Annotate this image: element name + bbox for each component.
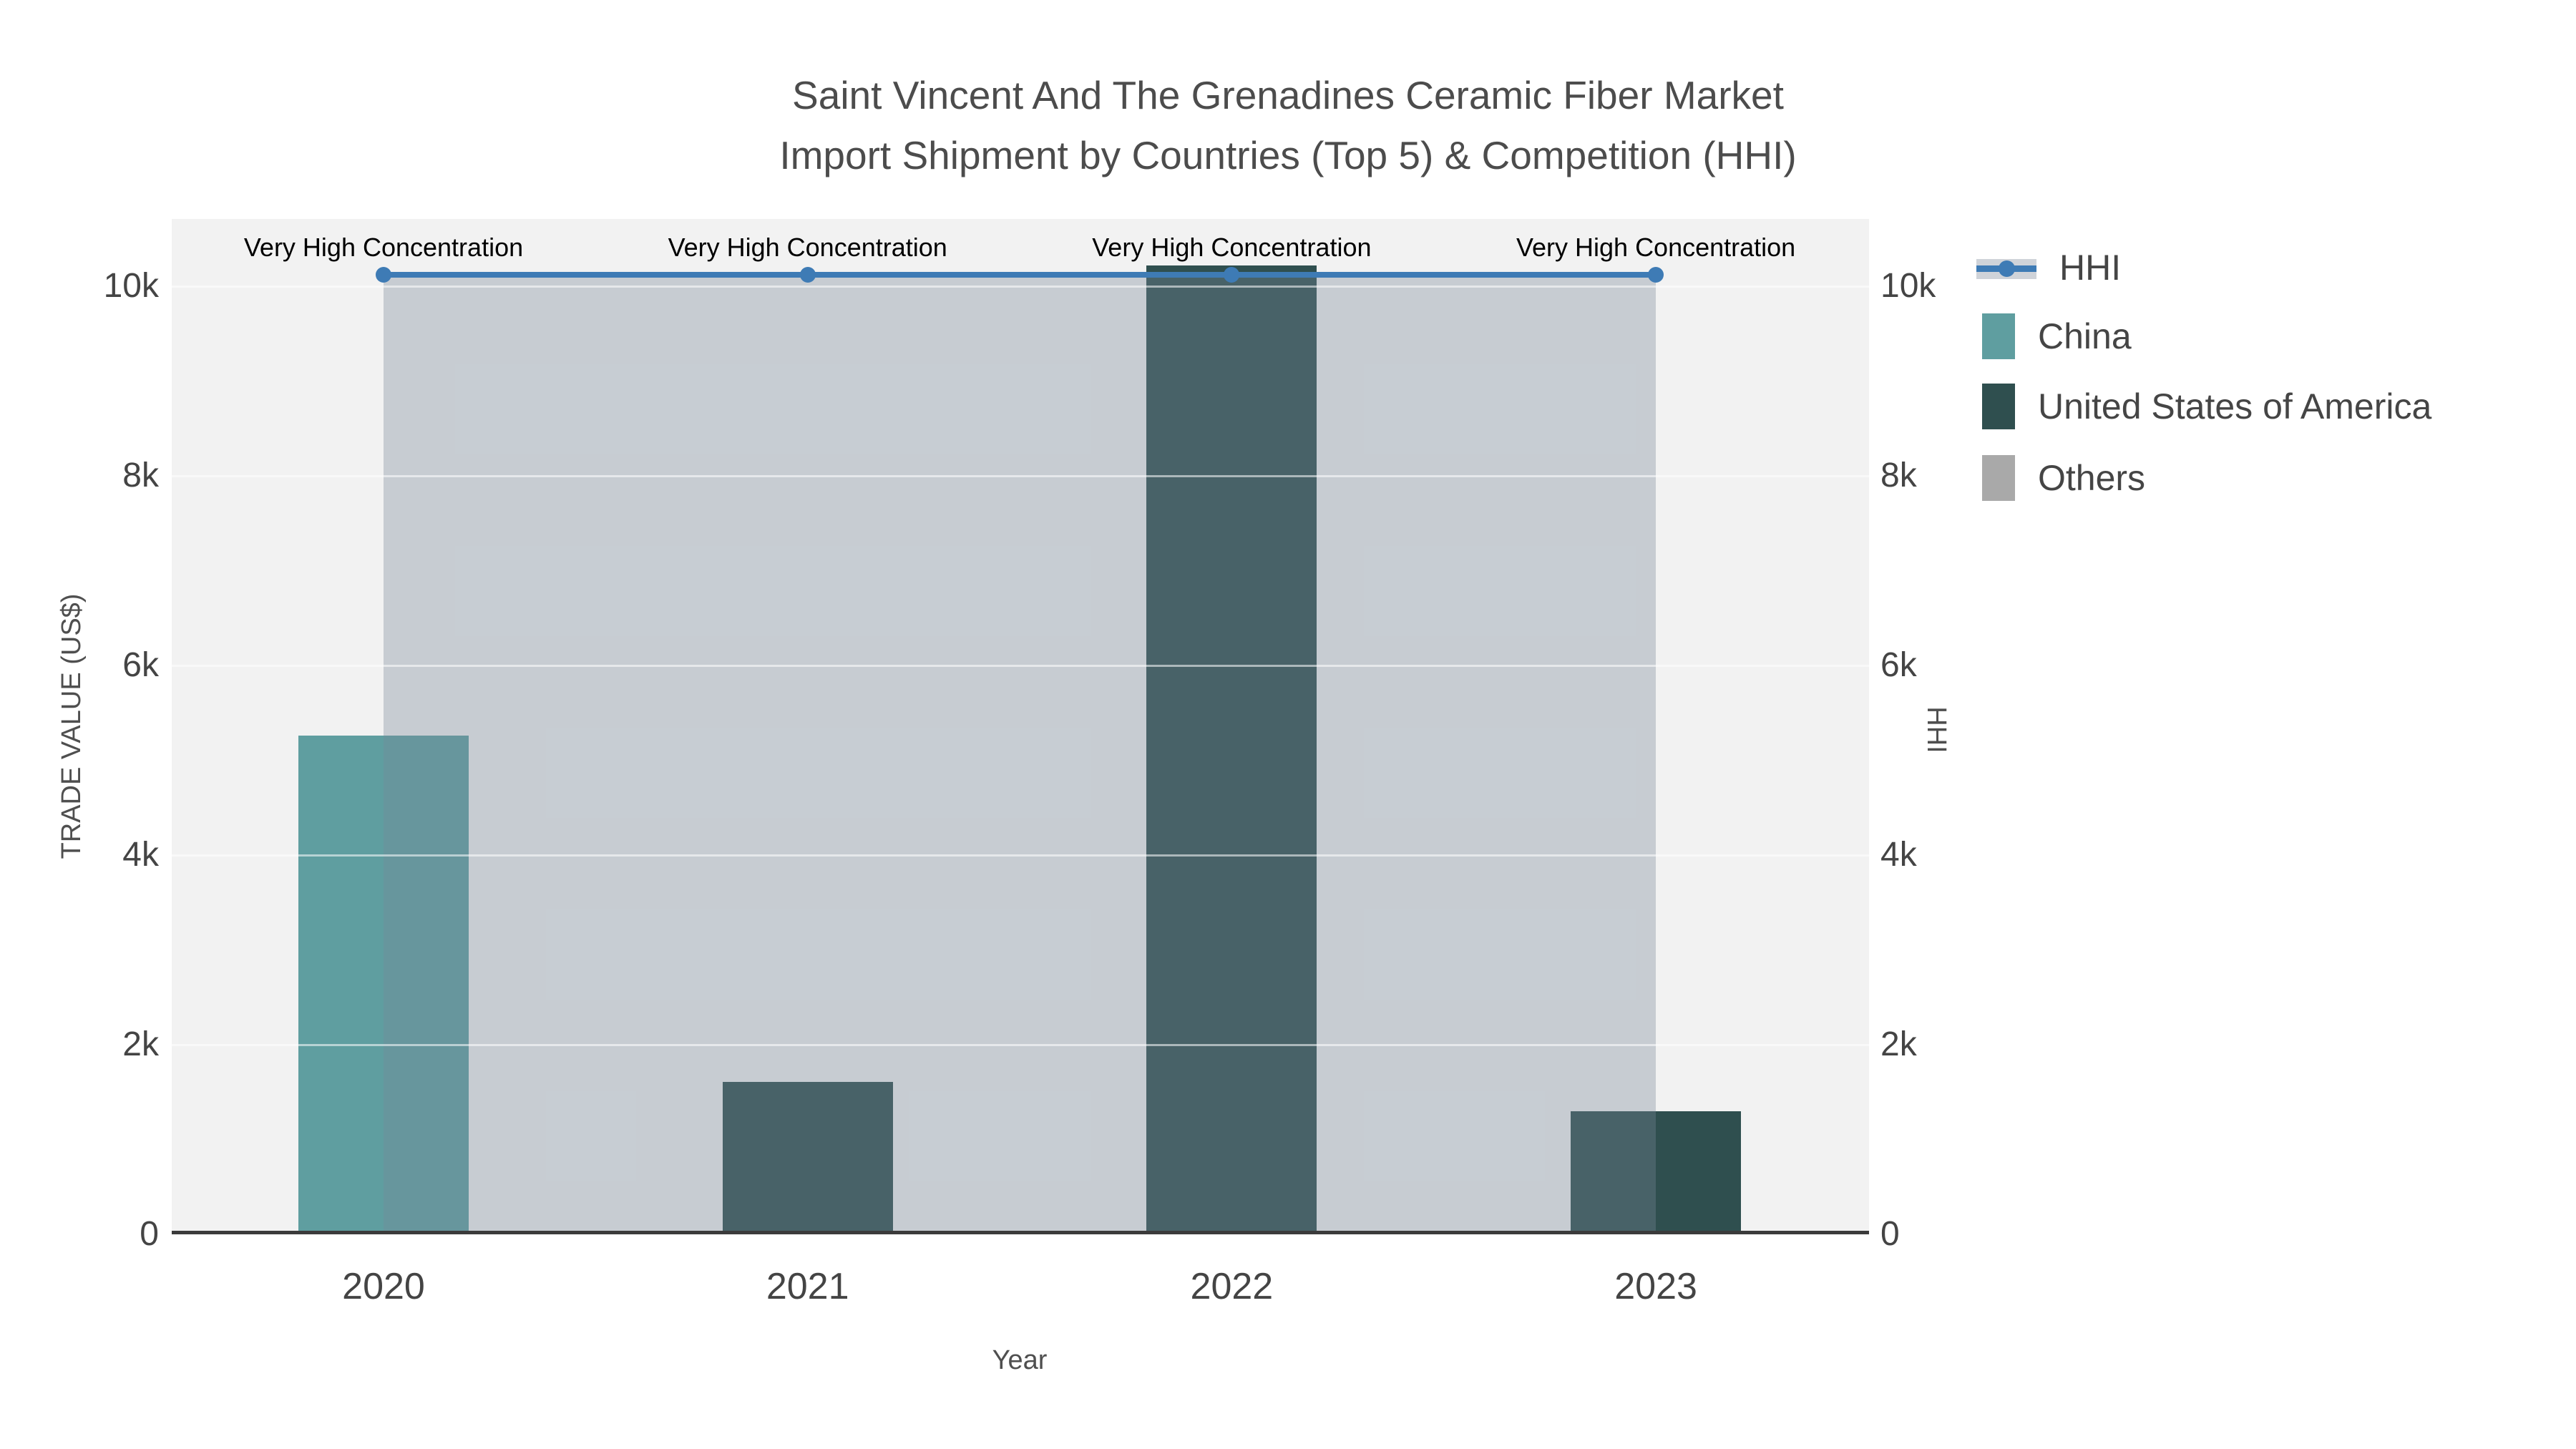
annotation-2023: Very High Concentration [1516,233,1796,262]
legend-label-others: Others [2038,458,2146,498]
bar-united-states-of-america-2021[interactable] [722,1081,893,1232]
legend-item-china[interactable]: China [1976,312,2132,361]
y-tick-left-2k: 2k [122,1025,159,1063]
chart-title-line1: Saint Vincent And The Grenadines Ceramic… [792,73,1784,117]
x-tick-2021: 2021 [766,1266,849,1307]
annotation-2022: Very High Concentration [1092,233,1372,262]
bar-united-states-of-america-2022[interactable] [1146,265,1317,1232]
legend-item-others[interactable]: Others [1976,454,2145,502]
hhi-area-fill [384,275,1657,1232]
hhi-marker-2023[interactable] [1648,267,1664,283]
y-tick-right-2k: 2k [1880,1025,1917,1063]
y-tick-left-6k: 6k [122,646,159,684]
hhi-marker-2021[interactable] [799,267,816,283]
y-tick-left-10k: 10k [103,267,159,305]
gridline-2000 [172,1043,1869,1046]
x-tick-2023: 2023 [1614,1266,1697,1307]
y-tick-right-0: 0 [1880,1215,1900,1253]
annotation-2021: Very High Concentration [668,233,947,262]
gridline-8000 [172,474,1869,477]
y-tick-left-0: 0 [140,1215,159,1253]
y-tick-right-4k: 4k [1880,836,1917,874]
legend-label-hhi: HHI [2059,248,2122,288]
annotation-2020: Very High Concentration [243,233,524,262]
hhi-line[interactable] [384,272,1657,278]
y-axis-left-title: TRADE VALUE (US$) [57,593,87,859]
legend-swatch-united-states-of-america [1982,384,2015,429]
y-axis-right-title: HHI [1921,706,1951,753]
legend-item-united-states-of-america[interactable]: United States of America [1976,382,2431,431]
hhi-marker-2022[interactable] [1224,267,1240,283]
plot-area: Very High Concentration Very High Concent… [172,219,1869,1234]
y-tick-left-4k: 4k [122,836,159,874]
legend-swatch-others [1982,455,2015,501]
gridline-10000 [172,285,1869,288]
legend-label-united-states-of-america: United States of America [2038,386,2432,426]
legend-item-hhi[interactable]: HHI [1976,243,2121,292]
y-tick-right-10k: 10k [1880,267,1936,305]
bar-united-states-of-america-2023[interactable] [1571,1111,1742,1232]
gridline-6000 [172,664,1869,667]
y-tick-right-6k: 6k [1880,646,1917,684]
x-axis-line [172,1231,1869,1234]
legend-swatch-china [1982,313,2015,359]
x-tick-2022: 2022 [1190,1266,1274,1307]
x-axis-title: Year [992,1345,1048,1375]
legend-hhi-marker-dot [1999,260,2015,277]
hhi-marker-2020[interactable] [376,267,391,283]
y-tick-right-8k: 8k [1880,457,1917,494]
bar-china-2020[interactable] [298,736,469,1232]
legend-label-china: China [2038,316,2132,356]
x-tick-2020: 2020 [342,1266,425,1307]
chart-title-line2: Import Shipment by Countries (Top 5) & C… [779,133,1797,177]
legend-swatch-hhi-line [1976,250,2036,285]
gridline-4000 [172,854,1869,857]
y-tick-left-8k: 8k [122,457,159,494]
